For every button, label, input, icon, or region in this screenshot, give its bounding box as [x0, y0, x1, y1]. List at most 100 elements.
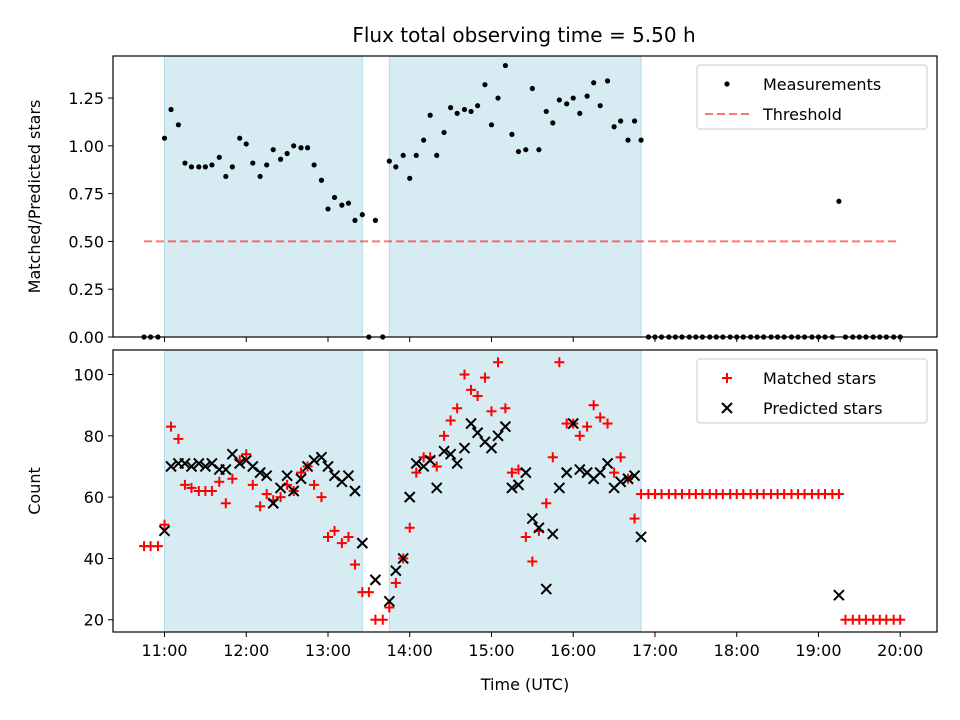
measurement-point: [523, 147, 529, 153]
measurement-point: [161, 135, 168, 141]
predicted-star-marker: [512, 479, 525, 491]
matched-star-marker: [629, 513, 640, 524]
predicted-star-marker: [601, 457, 614, 470]
predicted-star-stroke-b: [471, 427, 484, 439]
x-tick-label: 20:00: [877, 641, 923, 660]
predicted-star-stroke-b: [614, 476, 627, 488]
predicted-star-marker: [410, 457, 422, 470]
predicted-star-stroke-b: [274, 482, 287, 494]
matched-star-marker: [588, 400, 599, 411]
matched-star-marker: [214, 476, 225, 487]
x-tick-label: 12:00: [223, 641, 269, 660]
matched-star-marker: [404, 522, 415, 533]
predicted-star-marker: [833, 589, 845, 601]
measurement-point: [304, 145, 311, 151]
predicted-star-stroke-b: [410, 457, 422, 470]
measurement-point: [570, 95, 576, 101]
measurement-point: [209, 162, 215, 168]
measurement-point: [468, 108, 474, 115]
matched-star-marker: [459, 369, 470, 380]
measurement-point: [584, 93, 590, 99]
legend-predicted-marker-b: [721, 402, 733, 414]
measurement-point: [502, 62, 508, 69]
measurement-point: [407, 175, 413, 181]
predicted-star-marker: [431, 482, 443, 494]
predicted-star-marker: [226, 448, 239, 460]
measurement-point: [448, 105, 454, 111]
matched-star-marker: [833, 489, 844, 500]
predicted-star-marker: [520, 466, 532, 479]
predicted-star-stroke-b: [635, 531, 647, 543]
predicted-star-marker: [628, 469, 641, 482]
predicted-star-marker: [185, 460, 198, 473]
predicted-star-stroke-b: [485, 442, 498, 454]
measurement-point: [427, 112, 433, 118]
measurement-point: [474, 103, 481, 109]
predicted-star-marker: [349, 485, 361, 497]
predicted-star-marker: [165, 460, 177, 473]
matched-star-marker: [220, 498, 231, 509]
axes-frame: [112, 349, 938, 633]
y-axis-label: Count: [25, 467, 44, 515]
measurement-point: [291, 143, 297, 149]
matched-star-marker: [296, 467, 307, 478]
measurement-point: [618, 118, 624, 124]
measurement-point: [591, 80, 597, 86]
measurement-point: [611, 124, 617, 130]
measurement-point: [243, 141, 249, 147]
predicted-star-stroke-b: [397, 552, 409, 565]
matched-star-marker: [255, 501, 266, 512]
predicted-star-stroke-b: [267, 497, 279, 509]
measurement-point: [495, 95, 501, 101]
measurement-point: [413, 152, 419, 159]
x-tick-label: 16:00: [550, 641, 596, 660]
predicted-star-stroke-b: [458, 442, 471, 454]
measurement-point: [277, 156, 284, 162]
predicted-star-stroke-b: [594, 466, 606, 479]
measurement-point: [359, 212, 365, 218]
matched-star-marker: [173, 433, 184, 444]
measurement-point: [638, 137, 644, 143]
measurement-point: [597, 103, 603, 109]
measurement-point: [339, 202, 345, 208]
predicted-star-stroke-b: [193, 457, 205, 470]
predicted-star-stroke-b: [492, 430, 504, 442]
matched-star-marker: [582, 421, 593, 432]
predicted-star-stroke-b: [295, 473, 307, 485]
predicted-star-marker: [193, 457, 205, 470]
predicted-star-stroke-b: [383, 595, 396, 608]
measurement-point: [352, 217, 358, 223]
measurement-point: [216, 154, 222, 160]
predicted-star-stroke-b: [451, 457, 463, 470]
predicted-star-stroke-b: [254, 466, 266, 479]
chart-title: Flux total observing time = 5.50 h: [352, 23, 695, 47]
matched-star-marker: [493, 357, 504, 368]
predicted-star-stroke-b: [601, 457, 614, 470]
matched-star-marker: [602, 418, 613, 429]
measurement-point: [311, 162, 317, 168]
y-tick-label: 0.00: [68, 328, 104, 347]
measurement-point: [550, 120, 556, 126]
predicted-star-stroke-b: [547, 528, 559, 540]
predicted-star-stroke-b: [308, 454, 320, 467]
legend-label: Measurements: [763, 75, 881, 94]
predicted-star-stroke-b: [512, 479, 525, 491]
measurement-point: [454, 110, 460, 116]
predicted-star-stroke-b: [506, 482, 518, 494]
predicted-star-stroke-b: [424, 454, 436, 467]
measurement-point: [270, 147, 276, 153]
predicted-star-stroke-b: [438, 445, 450, 457]
measurement-point: [264, 162, 270, 168]
matched-star-marker: [595, 412, 606, 423]
measurement-point: [556, 97, 562, 103]
matched-star-marker: [574, 430, 585, 441]
legend-label: Predicted stars: [763, 399, 883, 418]
observing-window-shade: [164, 55, 363, 338]
predicted-star-marker: [369, 574, 382, 586]
predicted-star-stroke-b: [533, 522, 545, 534]
predicted-star-marker: [492, 430, 504, 442]
matched-star-marker: [520, 531, 531, 542]
legend: Measurements Threshold: [696, 64, 928, 130]
matched-star-marker: [479, 372, 490, 383]
